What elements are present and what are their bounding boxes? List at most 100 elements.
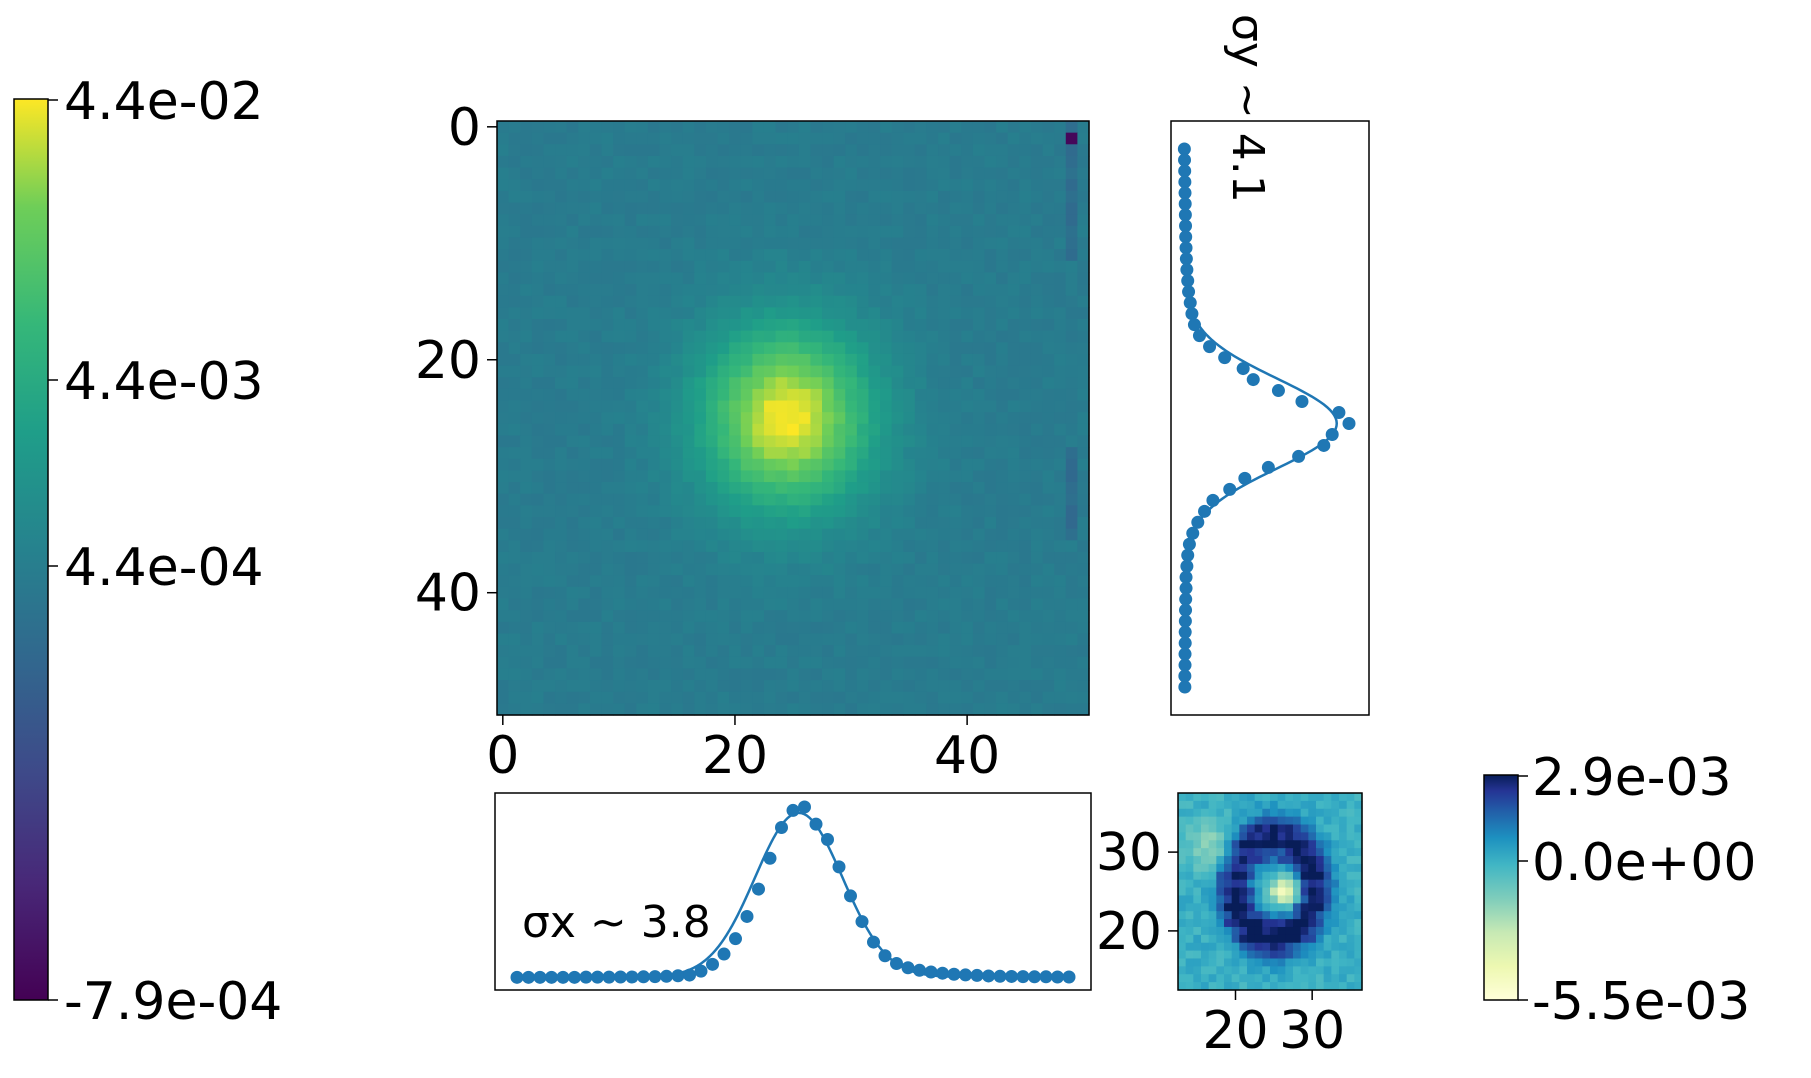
psf-pixel (740, 482, 753, 495)
psf-pixel (589, 656, 603, 670)
psf-pixel (1054, 703, 1067, 716)
psf-pixel (868, 505, 881, 518)
psf-pixel (1007, 225, 1020, 239)
psf-pixel (822, 353, 835, 367)
psf-pixel (624, 610, 637, 623)
psf-pixel (566, 155, 579, 169)
psf-pixel (566, 260, 579, 274)
psf-pixel (845, 470, 858, 483)
psf-pixel (729, 435, 742, 448)
residual-pixel (1277, 895, 1286, 904)
psf-pixel (798, 190, 812, 204)
residual-pixel (1346, 974, 1355, 983)
psf-pixel (903, 423, 916, 437)
psf-pixel (914, 260, 928, 274)
residual-pixel (1178, 942, 1187, 952)
y-profile-point (1178, 197, 1192, 211)
residual-pixel (1300, 958, 1309, 967)
residual-pixel (1216, 808, 1225, 818)
psf-pixel (880, 400, 893, 413)
residual-pixel (1254, 911, 1263, 920)
psf-pixel (1077, 645, 1090, 658)
residual-pixel (1308, 824, 1317, 833)
psf-pixel (543, 377, 556, 390)
residual-pixel (1185, 871, 1194, 881)
psf-pixel (787, 493, 800, 506)
psf-pixel (740, 249, 753, 262)
psf-pixel (798, 633, 812, 646)
psf-pixel (1077, 202, 1090, 215)
psf-pixel (938, 645, 951, 658)
residual-pixel (1308, 863, 1317, 873)
psf-pixel (694, 353, 707, 367)
psf-pixel (868, 540, 881, 553)
residual-pixel (1300, 871, 1309, 881)
psf-pixel (1077, 563, 1090, 576)
psf-pixel (1019, 214, 1032, 227)
psf-pixel (659, 435, 672, 448)
psf-pixel (891, 482, 904, 495)
psf-pixel (497, 342, 510, 355)
x-profile-point (717, 947, 731, 961)
psf-pixel (1019, 179, 1032, 192)
psf-pixel (949, 610, 962, 623)
psf-pixel (578, 155, 591, 169)
psf-pixel (822, 330, 835, 343)
psf-pixel (497, 144, 510, 157)
psf-pixel (531, 225, 545, 239)
psf-pixel (729, 307, 742, 320)
psf-pixel (589, 225, 603, 239)
psf-pixel (497, 435, 510, 448)
psf-pixel (822, 645, 835, 658)
residual-pixel (1208, 974, 1217, 983)
residual-pixel (1239, 863, 1248, 873)
residual-pixel (1193, 934, 1202, 944)
psf-pixel (508, 540, 521, 553)
psf-pixel (1019, 330, 1032, 343)
psf-pixel (961, 505, 974, 518)
psf-pixel (508, 388, 521, 402)
psf-pixel (1007, 412, 1020, 425)
psf-pixel (798, 237, 812, 250)
psf-pixel (926, 423, 939, 437)
psf-pixel (984, 493, 997, 506)
psf-pixel (1019, 365, 1032, 378)
residual-pixel (1262, 832, 1271, 841)
psf-pixel (636, 400, 649, 413)
psf-pixel (671, 517, 684, 530)
psf-pixel (984, 505, 997, 518)
psf-pixel (578, 470, 591, 483)
psf-pixel (555, 214, 568, 227)
psf-pixel (1030, 540, 1044, 553)
psf-pixel (972, 435, 986, 448)
psf-pixel (833, 260, 846, 274)
residual-pixel (1193, 856, 1202, 865)
psf-pixel (555, 319, 568, 332)
psf-pixel (996, 621, 1009, 635)
psf-pixel (636, 598, 649, 611)
psf-pixel (996, 167, 1009, 180)
psf-pixel (682, 610, 695, 623)
residual-pixel (1185, 840, 1194, 849)
residual-pixel (1208, 895, 1217, 904)
psf-pixel (636, 470, 649, 483)
psf-pixel (961, 284, 974, 297)
psf-pixel (555, 691, 568, 704)
psf-pixel (705, 470, 719, 483)
psf-pixel (845, 482, 858, 495)
psf-pixel (798, 551, 812, 565)
residual-pixel (1201, 863, 1210, 873)
residual-pixel (1208, 793, 1217, 802)
psf-pixel (531, 132, 545, 145)
residual-pixel (1247, 879, 1256, 889)
psf-pixel (682, 680, 695, 693)
psf-pixel (1042, 319, 1055, 332)
psf-pixel (1007, 365, 1020, 378)
psf-pixel (810, 493, 823, 506)
residual-pixel (1185, 808, 1194, 818)
psf-pixel (1042, 400, 1055, 413)
psf-pixel (566, 586, 579, 600)
psf-pixel (868, 155, 881, 169)
psf-pixel (729, 365, 742, 378)
y-profile-point (1261, 460, 1275, 474)
